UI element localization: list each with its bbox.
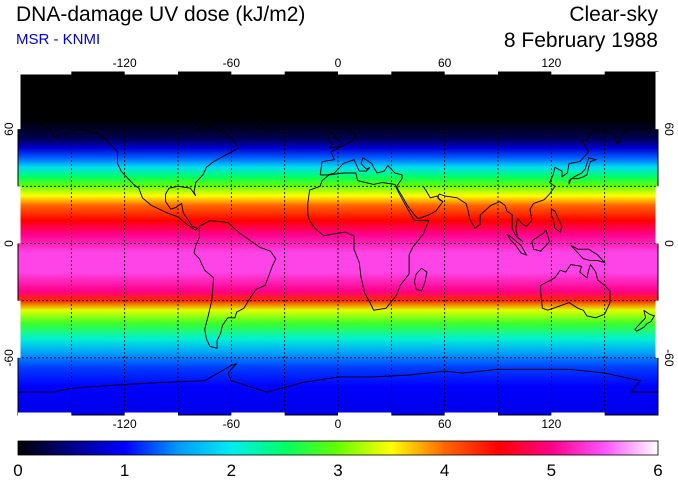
coast-north-america: [38, 107, 240, 231]
lon-label-bottom: 60: [438, 417, 452, 431]
coastlines: [18, 84, 658, 393]
colorbar-labels: 0 1 2 3 4 5 6: [13, 461, 662, 480]
frame-ticks: [17, 71, 659, 416]
lon-labels-bottom: -120 -60 0 60 120: [113, 417, 562, 431]
colorbar: 0 1 2 3 4 5 6: [13, 440, 663, 480]
lon-labels-top: -120 -60 0 60 120: [113, 56, 562, 70]
colorbar-label: 3: [333, 461, 342, 480]
source-label: MSR - KNMI: [16, 31, 101, 48]
lat-labels-right: 60 0 -60: [662, 122, 676, 366]
sky-condition: Clear-sky: [569, 3, 658, 26]
coast-arabia-gulf: [422, 186, 444, 202]
coast-uk: [326, 132, 343, 149]
lon-label-bottom: -60: [223, 417, 241, 431]
coast-sumatra: [506, 233, 528, 256]
lon-label-top: 120: [541, 56, 561, 70]
graticule: [18, 72, 658, 415]
map-title: DNA-damage UV dose (kJ/m2): [16, 3, 306, 26]
lat-label-right: 0: [662, 240, 676, 247]
coast-eurasia: [319, 94, 658, 242]
colorbar-label: 2: [227, 461, 236, 480]
lon-label-bottom: -120: [113, 417, 137, 431]
colorbar-label: 1: [120, 461, 129, 480]
coast-south-america: [193, 220, 277, 349]
colorbar-label: 5: [547, 461, 556, 480]
coast-new-zealand: [634, 309, 656, 332]
coast-japan: [568, 157, 598, 185]
lat-label-right: -60: [662, 349, 676, 367]
coast-new-guinea: [570, 245, 607, 264]
coast-madagascar: [413, 267, 428, 292]
lat-labels-left: 60 0 -60: [2, 122, 16, 366]
lat-label-right: 60: [662, 122, 676, 136]
lat-label-left: 60: [2, 122, 16, 136]
lon-label-top: -60: [223, 56, 241, 70]
coast-borneo: [531, 229, 551, 252]
lon-label-bottom: 120: [541, 417, 561, 431]
colorbar-ramp: [17, 440, 659, 456]
uv-dose-map: -120 -60 0 60 120 -120 -60 0 60 120 60 0 -60 60 0 -6…: [2, 56, 676, 431]
coast-philippines: [550, 208, 563, 233]
coast-africa: [307, 172, 430, 311]
lon-label-top: 0: [335, 56, 342, 70]
lat-label-left: -60: [2, 349, 16, 367]
colorbar-label: 6: [653, 461, 662, 480]
lon-label-top: -120: [113, 56, 137, 70]
lat-label-left: 0: [2, 240, 16, 247]
lon-label-top: 60: [438, 56, 452, 70]
colorbar-label: 0: [13, 461, 22, 480]
lon-label-bottom: 0: [335, 417, 342, 431]
map-date: 8 February 1988: [503, 29, 658, 52]
coast-greenland: [209, 84, 307, 130]
colorbar-label: 4: [440, 461, 449, 480]
